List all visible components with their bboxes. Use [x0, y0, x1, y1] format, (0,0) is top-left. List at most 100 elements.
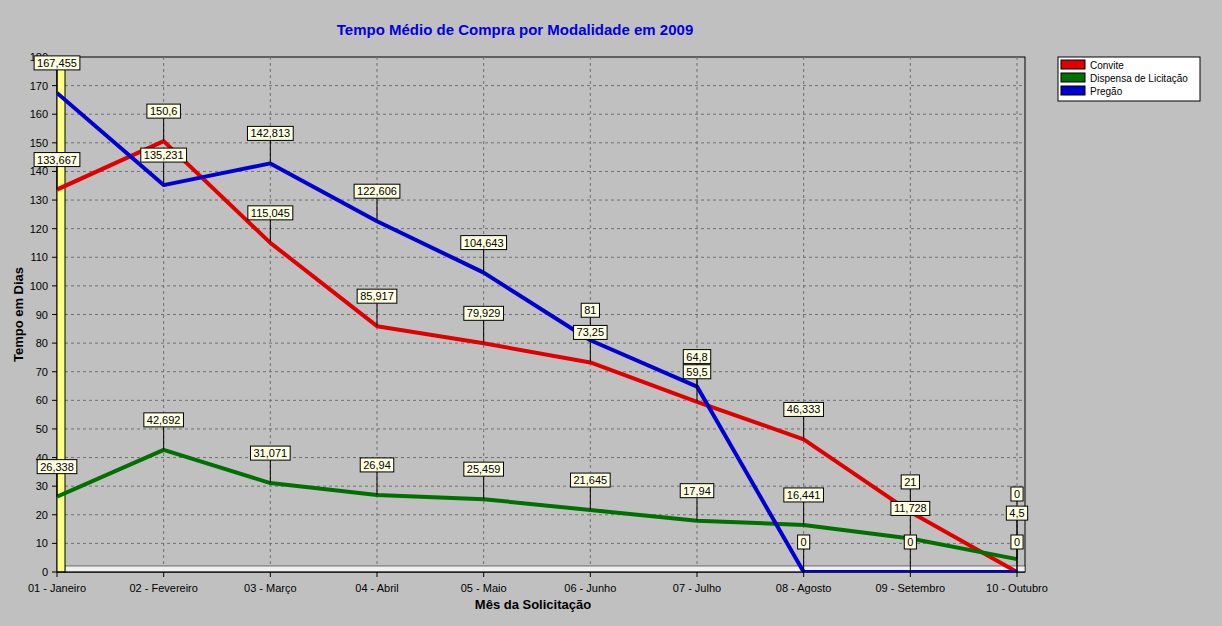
- data-label: 16,441: [784, 488, 824, 502]
- data-label-box: [34, 56, 80, 70]
- x-tick-label: 02 - Fevereiro: [129, 582, 197, 594]
- y-tick: [52, 200, 57, 201]
- x-tick-label: 03 - Março: [244, 582, 297, 594]
- grid-line: [65, 343, 1025, 344]
- data-label-text: 21,645: [574, 474, 608, 486]
- data-label: 26,338: [37, 460, 77, 474]
- data-label: 142,813: [247, 126, 293, 140]
- data-label-box: [37, 460, 77, 474]
- data-label-box: [784, 488, 824, 502]
- title: Tempo Médio de Compra por Modalidade em …: [337, 21, 693, 38]
- data-label-text: 21: [904, 476, 916, 488]
- y-tick-label: 100: [30, 280, 48, 292]
- data-label-text: 133,667: [37, 154, 77, 166]
- data-label-text: 17,94: [683, 485, 711, 497]
- data-label-box: [247, 126, 293, 140]
- legend-label: Convite: [1090, 60, 1124, 71]
- data-label-text: 104,643: [464, 237, 504, 249]
- data-label: 26,94: [360, 458, 394, 472]
- data-label-box: [680, 484, 714, 498]
- series-lines: [57, 93, 1017, 572]
- data-label: 115,045: [248, 206, 293, 220]
- plot-area: [57, 57, 1025, 572]
- y-tick: [52, 371, 57, 372]
- x-tick: [57, 572, 58, 577]
- data-label-text: 0: [1014, 488, 1020, 500]
- data-label: 11,728: [891, 501, 930, 515]
- chart: 0102030405060708090100110120130140150160…: [0, 0, 1222, 626]
- data-label: 167,455: [34, 56, 80, 70]
- data-label-text: 0: [1014, 536, 1020, 548]
- y-tick-label: 20: [36, 509, 48, 521]
- data-label-text: 0: [801, 536, 807, 548]
- data-label-box: [683, 350, 710, 364]
- data-label: 104,643: [461, 236, 507, 250]
- x-tick-label: 10 - Outubro: [986, 582, 1048, 594]
- y-tick: [52, 285, 57, 286]
- y-tick: [52, 343, 57, 344]
- data-label: 79,929: [464, 306, 504, 320]
- x-tick-label: 07 - Julho: [673, 582, 721, 594]
- y-tick: [52, 85, 57, 86]
- data-label-box: [798, 535, 810, 549]
- grid-line-vertical: [910, 57, 911, 566]
- data-label-text: 64,8: [686, 351, 707, 363]
- data-label: 0: [904, 535, 916, 549]
- data-label-box: [461, 236, 507, 250]
- data-label-box: [901, 475, 919, 489]
- label-leader: [590, 487, 591, 510]
- data-label: 135,231: [141, 148, 187, 162]
- data-label-text: 79,929: [467, 307, 501, 319]
- data-label: 21: [901, 475, 919, 489]
- x-tick-label: 04 - Abril: [355, 582, 398, 594]
- label-leader: [803, 416, 804, 439]
- legend-label: Pregão: [1090, 86, 1123, 97]
- x-tick: [803, 572, 804, 577]
- data-label: 4,5: [1006, 506, 1027, 520]
- data-label-box: [1011, 535, 1023, 549]
- y-axis-title: Tempo em Dias: [11, 267, 26, 362]
- data-label-text: 150,6: [150, 105, 178, 117]
- grid-line: [65, 428, 1025, 429]
- data-label-text: 115,045: [251, 207, 290, 219]
- x-axis-title: Mês da Solicitação: [475, 597, 591, 612]
- y-tick: [52, 486, 57, 487]
- x-tick-label: 05 - Maio: [461, 582, 507, 594]
- x-tick-label: 06 - Junho: [564, 582, 616, 594]
- data-label: 85,917: [357, 289, 397, 303]
- legend: Convite Dispensa de Licitação Pregão: [1058, 57, 1200, 101]
- label-leader: [483, 320, 484, 343]
- data-labels: 133,667150,6115,04585,91779,92973,2559,5…: [34, 56, 1028, 549]
- data-label: 0: [798, 535, 810, 549]
- data-label-box: [1006, 506, 1027, 520]
- x-tick-label: 09 - Setembro: [875, 582, 945, 594]
- data-label-text: 11,728: [894, 502, 927, 514]
- label-leader: [483, 250, 484, 273]
- y-tick: [52, 400, 57, 401]
- y-axis: 0102030405060708090100110120130140150160…: [30, 51, 57, 578]
- data-label: 0: [1011, 487, 1023, 501]
- data-label-text: 167,455: [37, 57, 77, 69]
- data-label-box: [571, 473, 611, 487]
- data-label-text: 81: [584, 304, 596, 316]
- data-label-box: [784, 402, 824, 416]
- y-tick-label: 30: [36, 480, 48, 492]
- data-label-box: [683, 365, 710, 379]
- grid-line-vertical: [163, 57, 164, 566]
- x-tick: [483, 572, 484, 577]
- data-label: 81: [581, 303, 599, 317]
- label-leader: [57, 167, 58, 190]
- y-tick: [52, 543, 57, 544]
- y-tick-label: 0: [42, 566, 48, 578]
- legend-label: Dispensa de Licitação: [1090, 73, 1188, 84]
- grid-line: [65, 457, 1025, 458]
- data-label: 150,6: [147, 104, 181, 118]
- label-leader: [377, 303, 378, 326]
- data-label-box: [144, 413, 184, 427]
- label-leader: [57, 70, 58, 93]
- grid-line: [65, 314, 1025, 315]
- label-leader: [697, 498, 698, 521]
- data-label-text: 73,25: [577, 326, 605, 338]
- grid-line: [65, 514, 1025, 515]
- label-leaders: [57, 70, 1017, 572]
